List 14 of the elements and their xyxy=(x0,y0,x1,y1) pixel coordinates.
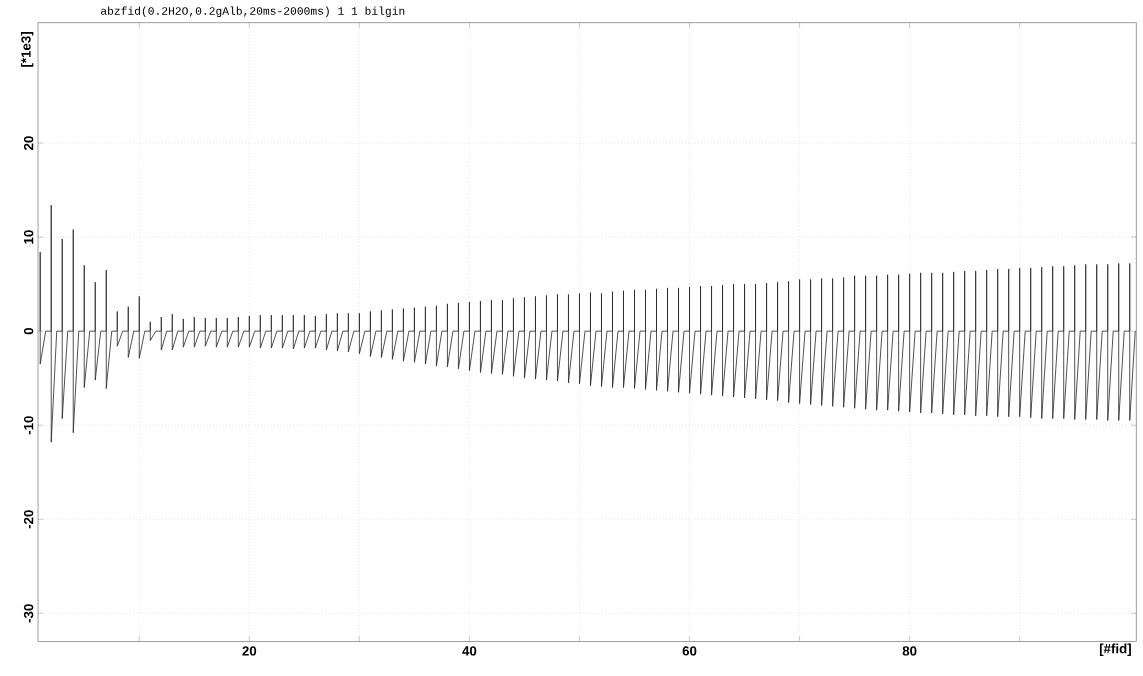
x-tick-label: 80 xyxy=(902,646,917,656)
line-series xyxy=(39,204,1136,443)
x-tick-label: 60 xyxy=(682,646,697,656)
y-tick-label: -20 xyxy=(23,510,34,529)
y-tick-label: 20 xyxy=(23,136,34,150)
x-axis-title: [#fid] xyxy=(1099,643,1131,656)
y-tick-label: 10 xyxy=(23,230,34,244)
x-tick-label: 20 xyxy=(242,646,257,656)
x-tick-label: 40 xyxy=(462,646,477,656)
y-tick-label: -30 xyxy=(23,604,34,623)
y-tick-label: -10 xyxy=(23,416,34,435)
y-axis-title: [*1e3] xyxy=(20,32,34,67)
y-tick-label: 0 xyxy=(23,327,34,335)
chart-title: abzfid(0.2H2O,0.2gAlb,20ms-2000ms) 1 1 bilgin xyxy=(101,6,405,17)
